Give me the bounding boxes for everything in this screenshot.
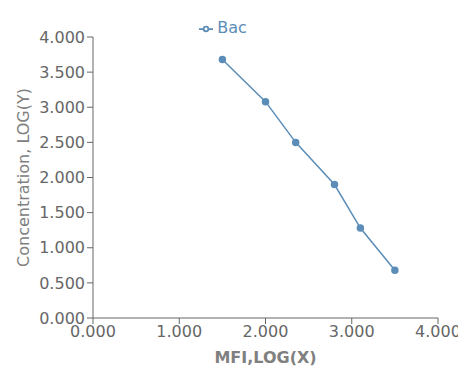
svg-text:2.000: 2.000 bbox=[243, 322, 289, 341]
svg-text:0.000: 0.000 bbox=[39, 309, 85, 328]
svg-text:3.000: 3.000 bbox=[329, 322, 375, 341]
svg-text:2.500: 2.500 bbox=[39, 133, 85, 152]
svg-text:MFI,LOG(X): MFI,LOG(X) bbox=[214, 348, 316, 367]
svg-text:1.500: 1.500 bbox=[39, 203, 85, 222]
svg-text:1.000: 1.000 bbox=[39, 238, 85, 257]
svg-text:4.000: 4.000 bbox=[415, 322, 458, 341]
svg-text:4.000: 4.000 bbox=[39, 28, 85, 47]
svg-text:1.000: 1.000 bbox=[156, 322, 202, 341]
html-text:Bac: Bac bbox=[217, 18, 247, 37]
svg-text:3.500: 3.500 bbox=[39, 63, 85, 82]
svg-text:3.000: 3.000 bbox=[39, 98, 85, 117]
svg-text:0.000: 0.000 bbox=[70, 322, 116, 342]
svg-text:Concentration, LOG(Y): Concentration, LOG(Y) bbox=[14, 88, 33, 267]
svg-text:0.500: 0.500 bbox=[39, 274, 85, 293]
svg-text:2.000: 2.000 bbox=[39, 168, 85, 187]
